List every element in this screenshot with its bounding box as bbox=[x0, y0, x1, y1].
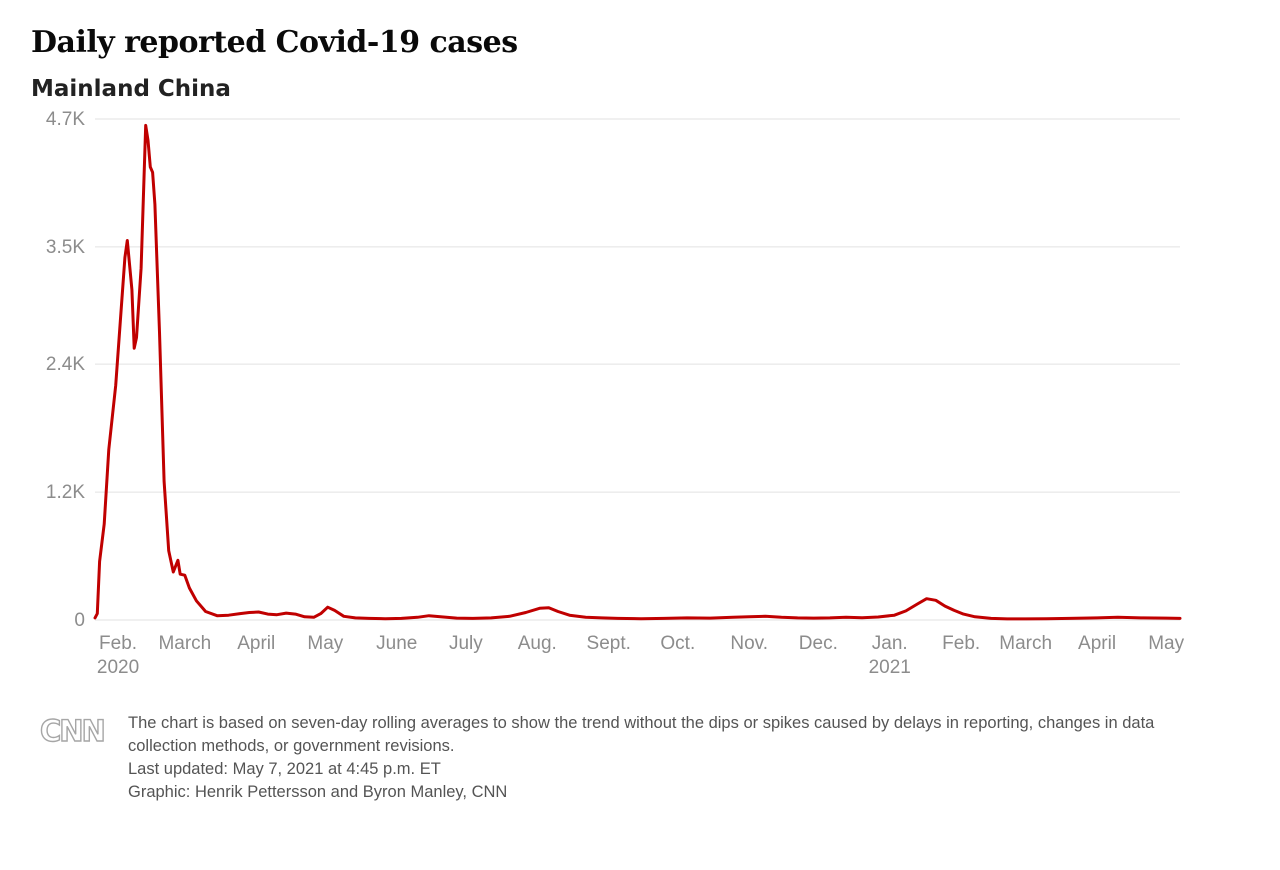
chart-note: The chart is based on seven-day rolling … bbox=[128, 714, 1155, 756]
cases-line bbox=[93, 124, 1182, 621]
y-tick-label: 0 bbox=[74, 610, 85, 631]
y-tick-label: 2.4K bbox=[46, 354, 85, 375]
x-tick-label: Feb. bbox=[99, 633, 137, 654]
x-tick-label: Dec. bbox=[799, 633, 838, 654]
cnn-logo: CNN bbox=[39, 714, 108, 755]
y-tick-label: 3.5K bbox=[46, 237, 85, 258]
x-tick-label: Oct. bbox=[660, 633, 695, 654]
x-tick-label: May bbox=[1148, 633, 1184, 654]
x-tick-label: March bbox=[999, 633, 1052, 654]
y-tick-label: 4.7K bbox=[46, 109, 85, 130]
chart-header: Daily reported Covid-19 cases Mainland C… bbox=[0, 0, 1280, 102]
x-tick-year-label: 2020 bbox=[97, 657, 139, 678]
x-tick-label: Sept. bbox=[587, 633, 631, 654]
y-axis-labels: 0 1.2K 2.4K 3.5K 4.7K bbox=[46, 109, 85, 631]
x-tick-label: April bbox=[237, 633, 275, 654]
footer-text: The chart is based on seven-day rolling … bbox=[128, 712, 1223, 803]
x-axis-labels: Feb. 2020 March April May June July Aug. Sept. Oc… bbox=[97, 633, 1185, 678]
y-tick-label: 1.2K bbox=[46, 482, 85, 503]
covid-cases-line-chart: 0 1.2K 2.4K 3.5K 4.7K Feb. 2020 March April May J… bbox=[46, 109, 1185, 678]
x-tick-year-label: 2021 bbox=[869, 657, 911, 678]
x-tick-label: June bbox=[376, 633, 417, 654]
x-tick-label: July bbox=[449, 633, 483, 654]
x-tick-label: April bbox=[1078, 633, 1116, 654]
graphic-credit: Graphic: Henrik Pettersson and Byron Man… bbox=[128, 782, 508, 801]
chart-title: Daily reported Covid-19 cases bbox=[31, 25, 518, 60]
cnn-logo-icon: CNN bbox=[39, 714, 106, 749]
x-tick-label: March bbox=[158, 633, 211, 654]
last-updated: Last updated: May 7, 2021 at 4:45 p.m. E… bbox=[128, 759, 441, 778]
gridlines bbox=[95, 118, 1180, 621]
x-tick-label: Nov. bbox=[730, 633, 768, 654]
chart-subtitle: Mainland China bbox=[31, 76, 231, 102]
x-tick-label: Jan. bbox=[872, 633, 908, 654]
x-tick-label: Feb. bbox=[942, 633, 980, 654]
chart-footer: CNN The chart is based on seven-day roll… bbox=[39, 712, 1280, 803]
x-tick-label: May bbox=[307, 633, 343, 654]
x-tick-label: Aug. bbox=[518, 633, 557, 654]
cnn-logo-text: CNN bbox=[40, 714, 104, 748]
